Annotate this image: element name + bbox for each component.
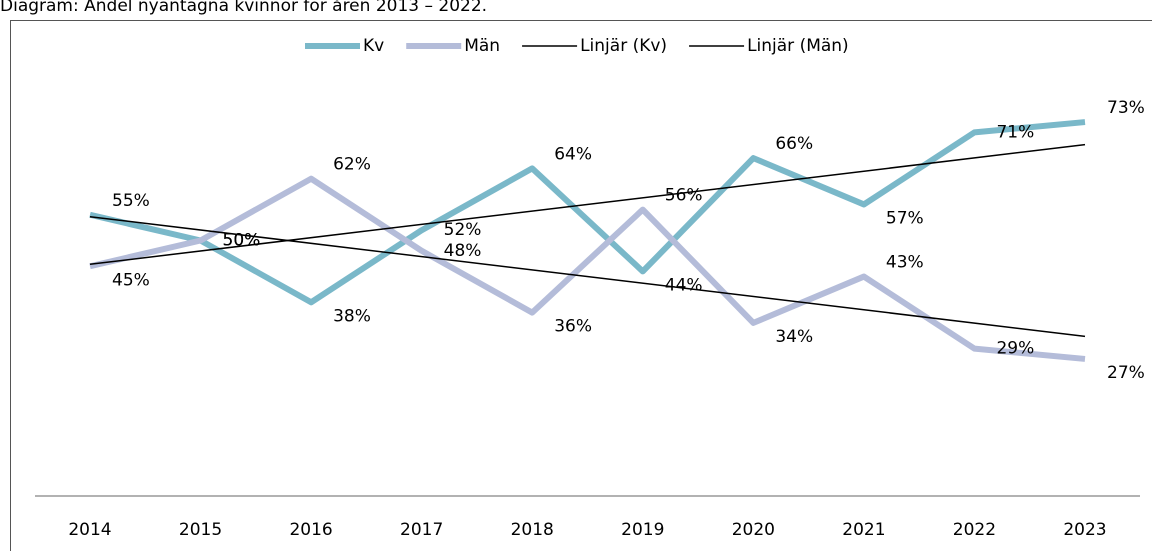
legend-label: Linjär (Män)	[747, 36, 849, 56]
x-tick-label: 2016	[289, 520, 332, 540]
data-label: 57%	[886, 208, 924, 228]
data-label: 62%	[333, 155, 371, 175]
series-line	[89, 119, 1086, 306]
x-tick-label: 2021	[842, 520, 885, 540]
legend-label: Män	[464, 36, 500, 56]
data-label: 29%	[996, 339, 1034, 359]
data-label: 48%	[444, 241, 482, 261]
data-label: 38%	[333, 306, 371, 326]
x-tick-label: 2022	[953, 520, 996, 540]
x-tick-label: 2023	[1063, 520, 1106, 540]
data-label: 55%	[112, 191, 150, 211]
data-label: 27%	[1107, 363, 1145, 383]
data-label: 71%	[996, 122, 1034, 142]
data-label: 45%	[112, 270, 150, 290]
data-label: 50%	[223, 231, 261, 251]
data-label: 34%	[775, 327, 813, 347]
legend-label: Linjär (Kv)	[580, 36, 667, 56]
x-tick-label: 2015	[179, 520, 222, 540]
data-label: 66%	[775, 134, 813, 154]
data-label: 50%	[223, 231, 261, 251]
x-tick-label: 2019	[621, 520, 664, 540]
data-label: 43%	[886, 253, 924, 273]
trend-line	[89, 215, 1086, 338]
data-label: 44%	[665, 275, 703, 295]
x-tick-label: 2014	[68, 520, 111, 540]
trend-line	[89, 143, 1086, 266]
legend-label: Kv	[363, 36, 384, 56]
data-label: 56%	[665, 186, 703, 206]
x-tick-label: 2018	[511, 520, 554, 540]
chart-title: Diagram: Andel nyantagna kvinnor för åre…	[0, 0, 487, 16]
chart-frame	[10, 20, 1152, 551]
data-label: 52%	[444, 220, 482, 240]
series-line	[89, 175, 1086, 362]
data-label: 36%	[554, 317, 592, 337]
x-tick-label: 2017	[400, 520, 443, 540]
data-label: 73%	[1107, 98, 1145, 118]
data-label: 64%	[554, 144, 592, 164]
x-tick-label: 2020	[732, 520, 775, 540]
